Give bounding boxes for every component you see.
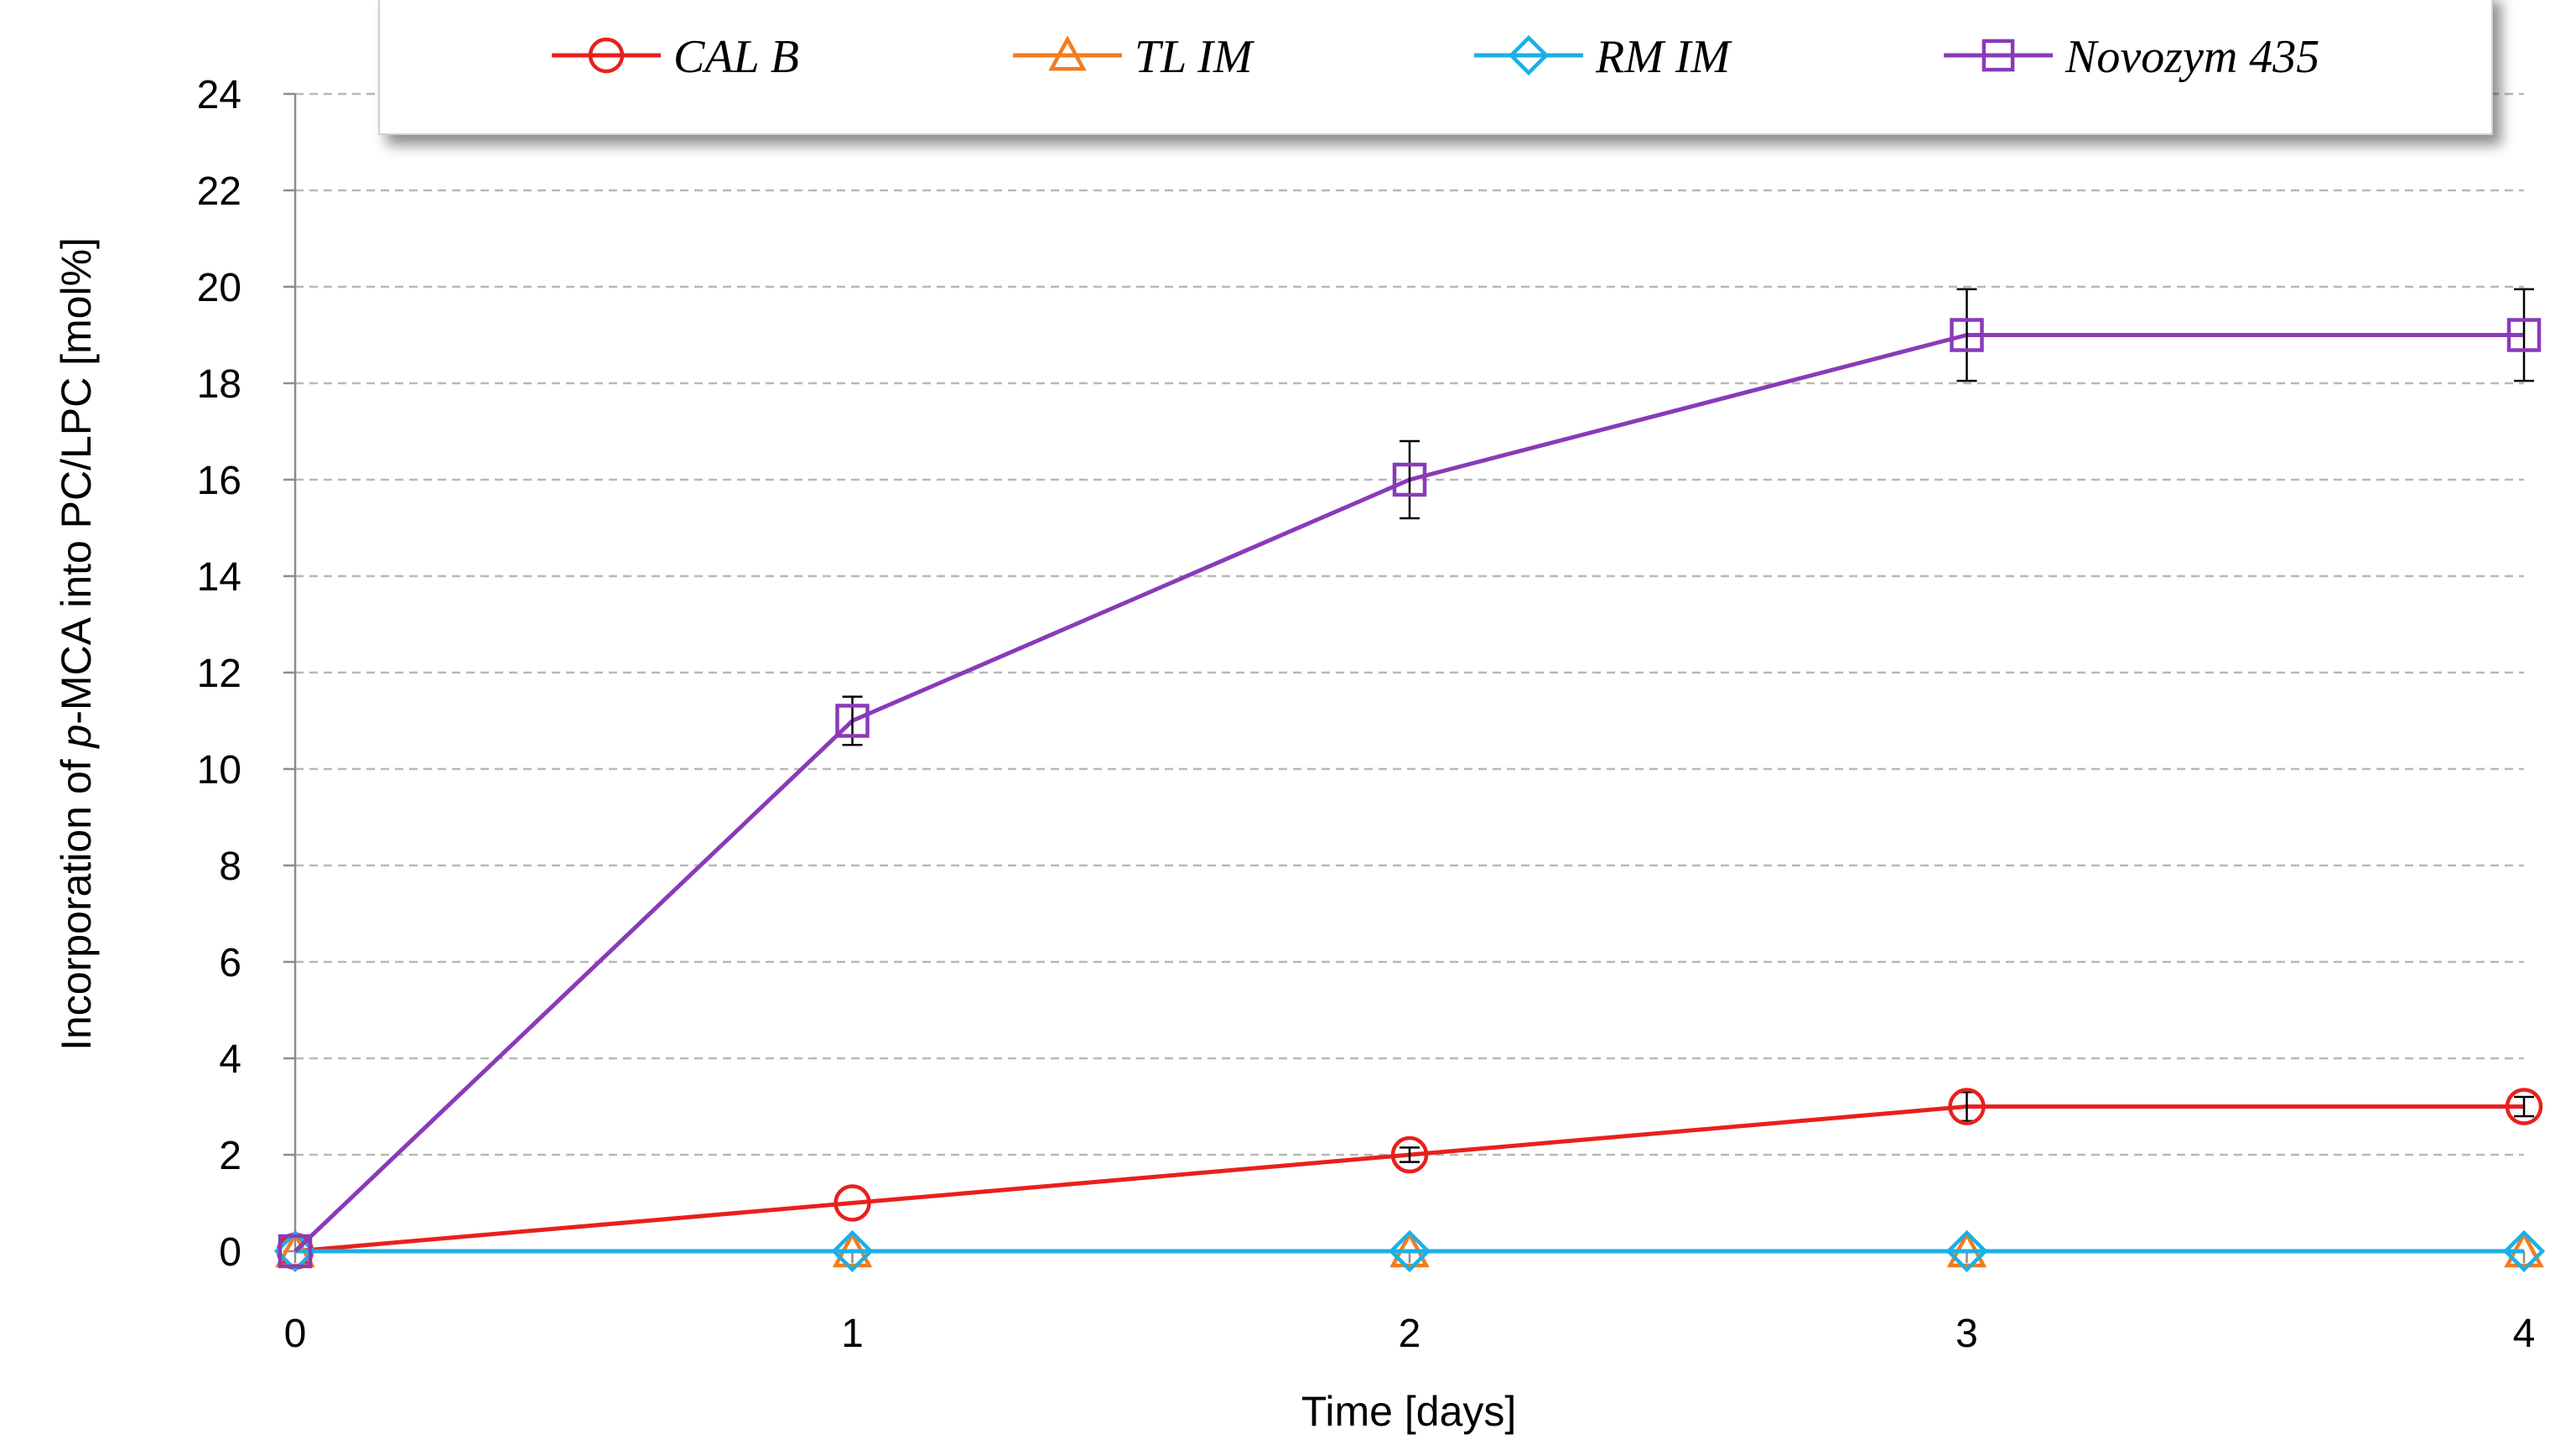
data-point-rm-im-3 bbox=[1945, 1229, 1988, 1273]
x-tick-label-2: 2 bbox=[1399, 1312, 1421, 1356]
data-point-rm-im-0 bbox=[273, 1229, 317, 1273]
legend-item-novozym-435: Novozym 435 bbox=[1944, 31, 2319, 83]
legend: CAL B TL IM RM IM Novozym 435 bbox=[378, 0, 2493, 135]
data-point-rm-im-2 bbox=[1388, 1229, 1431, 1273]
legend-label-cal-b: CAL B bbox=[673, 31, 799, 83]
y-tick-label-8: 8 bbox=[219, 844, 242, 889]
legend-item-tl-im: TL IM bbox=[1013, 31, 1255, 83]
data-point-cal-b-2 bbox=[1390, 1135, 1429, 1174]
y-tick-label-4: 4 bbox=[219, 1037, 242, 1082]
legend-label-rm-im: RM IM bbox=[1595, 31, 1733, 83]
y-axis-title-suffix: -MCA into PC/LPC [mol%] bbox=[53, 237, 100, 725]
data-point-cal-b-1 bbox=[834, 1184, 871, 1222]
y-tick-label-22: 22 bbox=[197, 169, 242, 214]
data-point-rm-im-4 bbox=[2502, 1229, 2546, 1273]
x-tick-label-4: 4 bbox=[2513, 1312, 2536, 1356]
y-tick-label-0: 0 bbox=[219, 1230, 242, 1275]
legend-marker-cal-b bbox=[588, 37, 625, 74]
y-axis-title: Incorporation of p-MCA into PC/LPC [mol%… bbox=[53, 237, 100, 1051]
legend-label-novozym-435: Novozym 435 bbox=[2064, 31, 2319, 83]
x-tick-label-0: 0 bbox=[284, 1312, 307, 1356]
axes bbox=[283, 92, 2526, 1263]
gridlines bbox=[295, 92, 2524, 1156]
data-point-novozym-435-0 bbox=[278, 1234, 313, 1269]
x-axis-title: Time [days] bbox=[1301, 1388, 1517, 1435]
series-layer bbox=[273, 288, 2546, 1273]
y-axis-title-italic: p bbox=[53, 725, 100, 750]
data-point-novozym-435-4 bbox=[2506, 318, 2542, 352]
y-axis-title-prefix: Incorporation of bbox=[53, 748, 100, 1051]
data-point-novozym-435-3 bbox=[1950, 318, 1984, 352]
data-point-novozym-435-2 bbox=[1392, 462, 1427, 497]
legend-marker-novozym-435 bbox=[1981, 39, 2015, 72]
series-novozym-435 bbox=[278, 288, 2542, 1269]
data-point-cal-b-4 bbox=[2505, 1088, 2543, 1125]
legend-label-tl-im: TL IM bbox=[1135, 31, 1255, 83]
legend-marker-tl-im bbox=[1048, 35, 1087, 71]
series-line-cal-b bbox=[294, 1104, 2524, 1254]
data-point-novozym-435-1 bbox=[835, 704, 870, 738]
legend-box bbox=[378, 0, 2493, 135]
data-point-cal-b-3 bbox=[1948, 1088, 1986, 1125]
series-cal-b bbox=[276, 1088, 2543, 1271]
y-tick-label-24: 24 bbox=[197, 73, 242, 117]
x-tick-label-3: 3 bbox=[1955, 1312, 1978, 1356]
x-tick-label-1: 1 bbox=[841, 1312, 864, 1356]
y-tick-label-14: 14 bbox=[197, 555, 242, 600]
y-tick-label-20: 20 bbox=[197, 266, 242, 310]
y-tick-label-12: 12 bbox=[197, 652, 242, 696]
y-tick-label-10: 10 bbox=[197, 748, 242, 792]
y-tick-label-18: 18 bbox=[197, 362, 242, 407]
y-tick-label-2: 2 bbox=[219, 1134, 242, 1178]
legend-item-rm-im: RM IM bbox=[1474, 31, 1733, 83]
x-tick-labels: 0 1 2 3 4 bbox=[284, 1312, 2536, 1356]
series-rm-im bbox=[273, 1229, 2546, 1273]
y-tick-label-6: 6 bbox=[219, 941, 242, 985]
data-point-rm-im-1 bbox=[831, 1229, 874, 1273]
y-tick-label-16: 16 bbox=[197, 459, 242, 503]
legend-marker-rm-im bbox=[1508, 34, 1550, 76]
legend-item-cal-b: CAL B bbox=[552, 31, 799, 83]
